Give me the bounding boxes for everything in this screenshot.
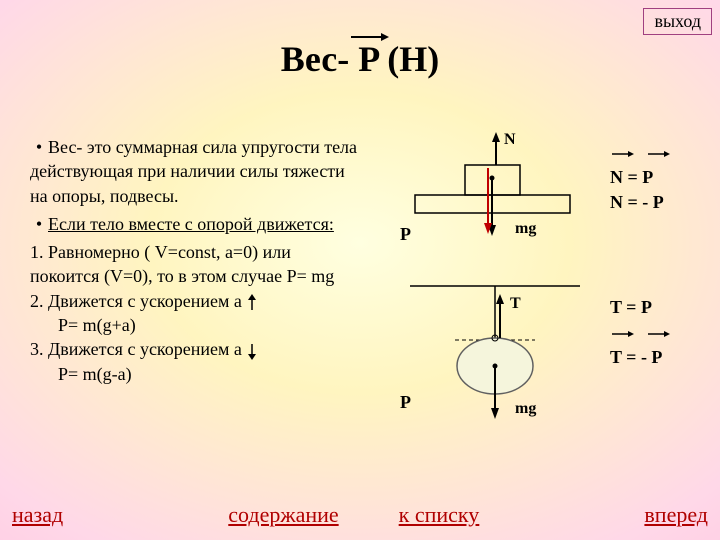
equations-2: T = P T = - P	[610, 295, 670, 371]
exit-button[interactable]: выход	[643, 8, 712, 35]
bullet-2: Если тело вместе с опорой движется:	[48, 214, 334, 234]
svg-text:N: N	[504, 131, 516, 148]
diagram-block-on-table: N mg P	[400, 130, 610, 270]
page-title: Вес- P (Н)	[281, 38, 439, 80]
equations-1: N = P N = - P	[610, 140, 670, 216]
contents-link[interactable]: содержание	[228, 502, 338, 528]
svg-text:P: P	[400, 392, 411, 412]
vector-arrow-icon	[610, 148, 670, 160]
svg-text:T: T	[510, 295, 521, 312]
item-2a: 2. Движется с ускорением a	[30, 289, 360, 313]
bullet-1: Вес- это суммарная сила упругости тела д…	[30, 137, 357, 206]
item-3a: 3. Движется с ускорением a	[30, 337, 360, 361]
forward-link[interactable]: вперед	[644, 502, 708, 528]
item-1: 1. Равномерно ( V=const, a=0) или покоит…	[30, 240, 360, 289]
svg-text:P: P	[400, 224, 411, 244]
back-link[interactable]: назад	[12, 502, 63, 528]
main-text: •Вес- это суммарная сила упругости тела …	[30, 135, 360, 386]
nav-bar: назад содержание к списку вперед	[0, 502, 720, 528]
svg-text:mg: mg	[515, 220, 536, 237]
item-3b: P= m(g-a)	[30, 362, 360, 386]
up-arrow-icon	[246, 294, 258, 312]
down-arrow-icon	[246, 342, 258, 360]
tolist-link[interactable]: к списку	[399, 502, 480, 528]
diagram-hanging-body: T mg P	[400, 278, 610, 428]
svg-text:mg: mg	[515, 400, 536, 417]
item-2b: P= m(g+a)	[30, 313, 360, 337]
vector-arrow-icon	[610, 328, 670, 340]
